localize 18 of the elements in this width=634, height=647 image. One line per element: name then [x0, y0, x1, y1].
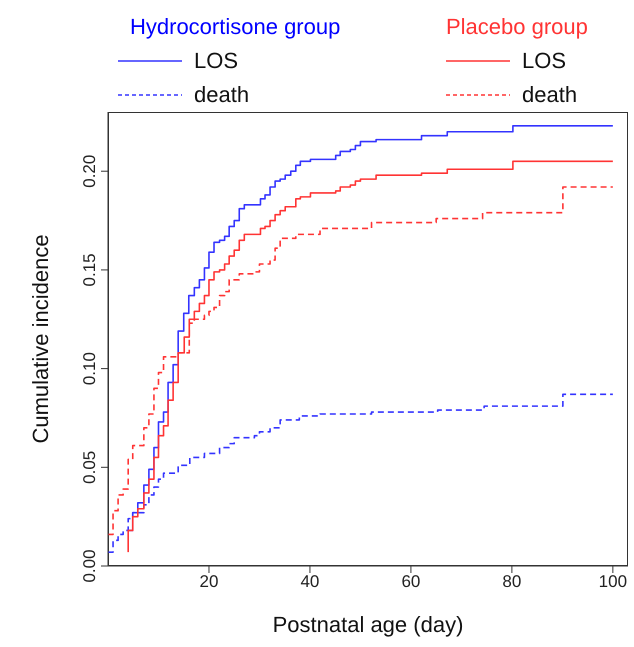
text: Hydrocortisone group: [130, 14, 340, 41]
x-tick-label: 80: [502, 572, 522, 592]
y-tick-label: 0.10: [80, 352, 99, 386]
y-tick-label: 0.05: [80, 450, 99, 484]
y-tick-label: 0.15: [80, 253, 99, 286]
x-tick-label: 60: [401, 572, 420, 592]
legend-label: LOS: [522, 48, 566, 74]
x-tick-label: 100: [598, 572, 628, 592]
x-tick-label: 20: [200, 572, 218, 592]
legend-label: death: [522, 82, 578, 108]
legend-label: LOS: [194, 48, 238, 74]
x-axis-title: Postnatal age (day): [272, 612, 464, 637]
y-tick-label: 0.20: [80, 154, 99, 188]
text: Placebo group: [446, 14, 588, 41]
y-tick-label: 0.00: [80, 549, 99, 583]
x-tick-label: 40: [300, 572, 320, 592]
y-axis-title: Cumulative incidence: [28, 234, 53, 444]
legend-label: death: [194, 82, 250, 108]
